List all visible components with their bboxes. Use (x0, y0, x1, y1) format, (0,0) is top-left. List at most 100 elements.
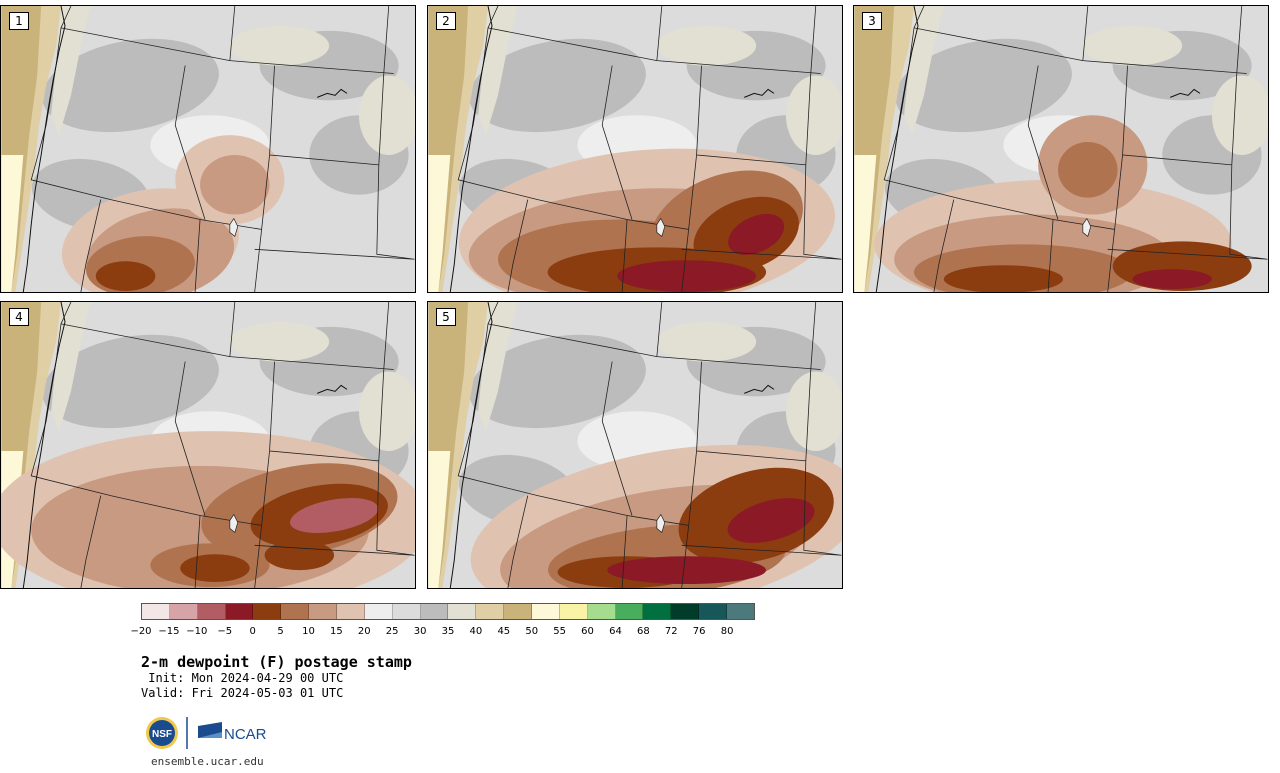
colorbar-segment (448, 604, 477, 619)
colorbar-tick-label: 60 (581, 626, 594, 637)
colorbar-tick-label: 50 (525, 626, 539, 637)
great-salt-lake (656, 513, 666, 533)
panel-number-label: 2 (436, 12, 456, 30)
colorbar-tick-label: 76 (692, 626, 706, 637)
colorbar-segment (337, 604, 365, 619)
colorbar-segment (643, 604, 672, 619)
colorbar-segment (671, 604, 700, 619)
dewpoint-contour (1058, 142, 1118, 198)
coastline (22, 302, 66, 588)
colorbar-tick-label: 40 (469, 626, 483, 637)
moist-region (358, 371, 415, 451)
coastal-moist (428, 154, 451, 292)
panel-number-label: 4 (9, 308, 29, 326)
reservoir (1170, 88, 1201, 98)
colorbar-segment (476, 604, 505, 619)
moist-region (229, 321, 330, 362)
dry-region (42, 38, 219, 133)
moist-region (1082, 25, 1183, 66)
moist-region (1211, 75, 1268, 155)
coastal-moist (854, 154, 877, 292)
coastal-strip (51, 302, 91, 432)
colorbar-segment (225, 604, 254, 619)
great-salt-lake (229, 513, 239, 533)
colorbar-tick-label: 10 (302, 626, 315, 637)
colorbar-tick-label: −10 (186, 626, 208, 637)
reservoir (744, 88, 775, 98)
state-borders (457, 302, 842, 588)
map-panel-4: 4 (0, 301, 416, 589)
nsf-ncar-logo: NSF NCAR (146, 717, 267, 749)
dewpoint-map-3 (854, 6, 1268, 292)
coastal-strip (51, 6, 91, 136)
colorbar-tick-label: 35 (441, 626, 455, 637)
dewpoint-map-2 (428, 6, 842, 292)
colorbar-segment (420, 604, 449, 619)
great-salt-lake (229, 217, 239, 237)
dewpoint-map-4 (1, 302, 415, 588)
ncar-logo-text: NCAR (224, 726, 267, 743)
website-url: ensemble.ucar.edu (151, 755, 264, 768)
colorbar-tick-label: 5 (277, 626, 284, 637)
dewpoint-contour (1132, 269, 1212, 290)
colorbar-segment (615, 604, 644, 619)
colorbar-tick-label: 80 (720, 626, 734, 637)
plot-title: 2-m dewpoint (F) postage stamp (141, 653, 412, 671)
dewpoint-contour (264, 540, 335, 571)
colorbar-tick-label: 45 (497, 626, 511, 637)
great-salt-lake (656, 217, 666, 237)
coastline (875, 6, 919, 292)
reservoir (317, 88, 348, 98)
map-panel-5: 5 (427, 301, 843, 589)
dewpoint-map-5 (428, 302, 842, 588)
map-panel-1: 1 (0, 5, 416, 293)
dewpoint-contour (617, 260, 757, 292)
colorbar-segment (699, 604, 728, 619)
coastline (449, 302, 493, 588)
colorbar (141, 603, 755, 620)
state-borders (883, 6, 1268, 292)
colorbar-segment (392, 604, 421, 619)
dewpoint-contour (728, 213, 785, 255)
coastline (22, 6, 66, 292)
dewpoint-contour (95, 261, 156, 292)
colorbar-segment (504, 604, 533, 619)
nsf-logo-text: NSF (152, 729, 172, 740)
dry-region (895, 38, 1072, 133)
colorbar-segment (253, 604, 282, 619)
colorbar-segment (587, 604, 616, 619)
moist-region (785, 75, 842, 155)
map-panel-2: 2 (427, 5, 843, 293)
dewpoint-contour (943, 265, 1063, 292)
coastal-strip (478, 6, 518, 136)
coastal-moist (1, 154, 24, 292)
dewpoint-contour (290, 498, 379, 533)
moist-region (656, 321, 757, 362)
coastline (449, 6, 493, 292)
panel-number-label: 1 (9, 12, 29, 30)
colorbar-segment (197, 604, 226, 619)
dewpoint-contour (727, 498, 815, 543)
colorbar-segment (727, 604, 754, 619)
dewpoint-contour (607, 556, 767, 585)
coastal-strip (478, 302, 518, 432)
colorbar-segment (532, 604, 560, 619)
colorbar-tick-label: 25 (385, 626, 399, 637)
coastal-strip (904, 6, 944, 136)
colorbar-segment (142, 604, 170, 619)
colorbar-tick-label: 0 (249, 626, 256, 637)
valid-time: Valid: Fri 2024-05-03 01 UTC (141, 686, 344, 700)
colorbar-segment (281, 604, 310, 619)
colorbar-segment (169, 604, 198, 619)
colorbar-segment (559, 604, 588, 619)
colorbar-tick-label: 20 (357, 626, 371, 637)
moist-region (656, 25, 757, 66)
dry-region (42, 334, 219, 429)
great-salt-lake (1082, 217, 1092, 237)
colorbar-tick-label: 64 (609, 626, 622, 637)
colorbar-tick-label: 55 (553, 626, 566, 637)
coastal-moist (428, 450, 451, 588)
colorbar-segment (309, 604, 338, 619)
colorbar-segment (364, 604, 393, 619)
moist-region (358, 75, 415, 155)
